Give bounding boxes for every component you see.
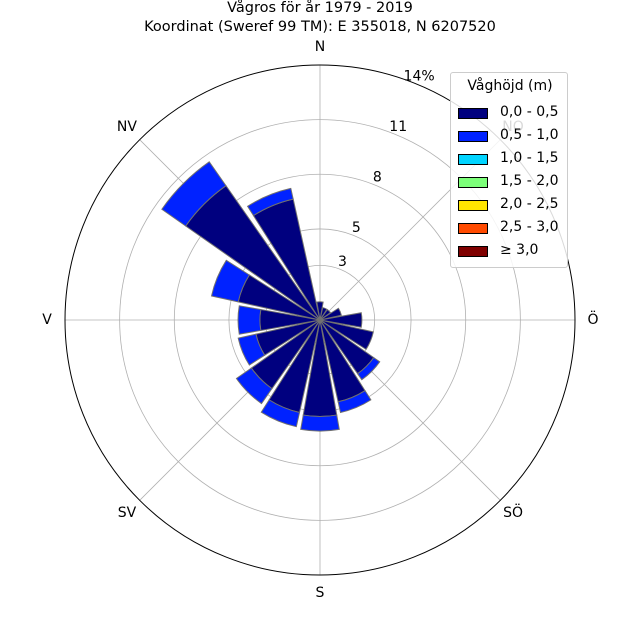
legend-entry: 0,0 - 0,5 bbox=[458, 103, 566, 123]
legend-entry: 1,0 - 1,5 bbox=[458, 149, 566, 169]
rose-bar-segment bbox=[246, 187, 294, 217]
legend: Våghöjd (m) 0,0 - 0,5 0,5 - 1,0 1,0 - 1,… bbox=[450, 72, 568, 268]
legend-entry: 2,5 - 3,0 bbox=[458, 218, 566, 238]
legend-label: 2,0 - 2,5 bbox=[500, 196, 559, 212]
direction-label: NV bbox=[117, 119, 137, 135]
rose-bar-segment bbox=[237, 305, 262, 335]
legend-label: ≥ 3,0 bbox=[500, 242, 539, 258]
radial-tick-label: 5 bbox=[352, 220, 361, 236]
legend-entry: 2,0 - 2,5 bbox=[458, 195, 566, 215]
legend-entry: ≥ 3,0 bbox=[458, 241, 566, 261]
direction-label: SV bbox=[118, 505, 137, 521]
rose-bar-segment bbox=[237, 333, 266, 366]
legend-swatch bbox=[458, 108, 488, 119]
legend-label: 2,5 - 3,0 bbox=[500, 219, 559, 235]
legend-label: 1,0 - 1,5 bbox=[500, 150, 559, 166]
outer-circle bbox=[64, 64, 576, 576]
legend-swatch bbox=[458, 223, 488, 234]
rose-bar-segment bbox=[319, 312, 363, 328]
legend-entry: 1,5 - 2,0 bbox=[458, 172, 566, 192]
radial-tick-label: 3 bbox=[338, 254, 347, 270]
legend-label: 0,0 - 0,5 bbox=[500, 104, 559, 120]
legend-swatch bbox=[458, 177, 488, 188]
direction-label: S bbox=[316, 585, 325, 601]
rose-bar-segment bbox=[316, 301, 324, 321]
legend-swatch bbox=[458, 200, 488, 211]
rose-bar-segment bbox=[356, 356, 381, 381]
rose-bars bbox=[161, 161, 381, 432]
rose-bar-segment bbox=[319, 307, 342, 321]
radial-tick-label: 8 bbox=[373, 170, 382, 186]
direction-label: Ö bbox=[587, 310, 598, 328]
legend-swatch bbox=[458, 131, 488, 142]
legend-label: 0,5 - 1,0 bbox=[500, 127, 559, 143]
chart-subtitle: Koordinat (Sweref 99 TM): E 355018, N 62… bbox=[144, 19, 496, 35]
rose-bar-segment bbox=[161, 161, 227, 227]
rose-bar-segment bbox=[319, 319, 374, 351]
direction-label: V bbox=[42, 312, 52, 328]
rose-bar-segment bbox=[319, 308, 332, 321]
rose-bar-segment bbox=[260, 399, 301, 428]
legend-title: Våghöjd (m) bbox=[467, 78, 553, 94]
legend-swatch bbox=[458, 154, 488, 165]
rose-bar-segment bbox=[337, 389, 372, 414]
radial-tick-label: 11 bbox=[389, 119, 407, 135]
direction-label: N bbox=[315, 39, 325, 55]
rose-bar-segment bbox=[210, 259, 251, 303]
radial-tick-label: 14% bbox=[404, 69, 435, 85]
legend-swatch bbox=[458, 246, 488, 257]
legend-label: 1,5 - 2,0 bbox=[500, 173, 559, 189]
legend-entry: 0,5 - 1,0 bbox=[458, 126, 566, 146]
direction-label: SÖ bbox=[503, 503, 523, 521]
rose-bar-segment bbox=[235, 367, 273, 405]
chart-title: Vågros för år 1979 - 2019 bbox=[227, 0, 413, 16]
rose-bar-segment bbox=[300, 414, 340, 432]
